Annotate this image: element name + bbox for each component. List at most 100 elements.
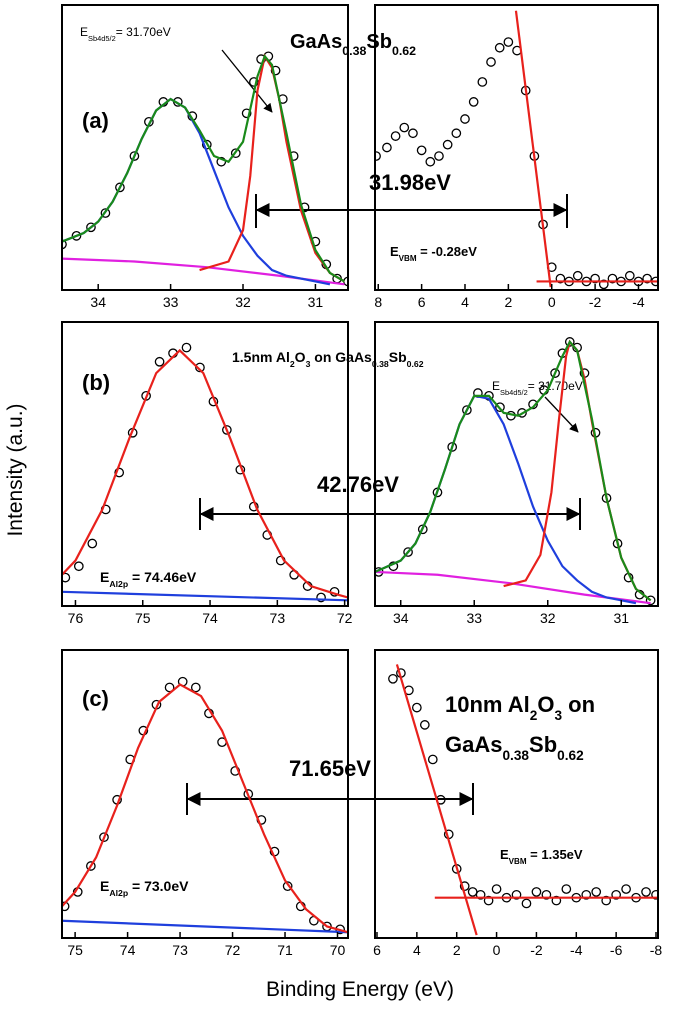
data-point: [494, 42, 505, 53]
data-point: [491, 884, 502, 894]
axes-frame: [61, 4, 349, 291]
text-run: O: [537, 692, 554, 717]
data-point: [611, 889, 621, 900]
data-point: [495, 402, 505, 413]
panel-title: 10nm Al2O3 on: [445, 692, 595, 723]
data-point: [621, 884, 631, 894]
data-point: [154, 356, 165, 367]
x-tick-label: 75: [67, 942, 83, 958]
data-point: [645, 595, 656, 606]
x-tick-label: 0: [493, 942, 501, 958]
text-run: = 74.46eV: [128, 569, 197, 585]
text-run: GaAs: [445, 732, 502, 757]
plot-area: [375, 337, 656, 606]
panel-label: (b): [82, 370, 110, 395]
data-point: [598, 279, 609, 290]
subscript: 3: [306, 359, 311, 369]
x-tick-label: -4: [570, 942, 583, 958]
text-run: O: [295, 349, 306, 365]
fit-line: [395, 664, 478, 936]
x-tick-label: 72: [225, 942, 241, 958]
subscript: 3: [554, 708, 562, 723]
data-point: [416, 145, 427, 156]
fit-line: [199, 53, 345, 283]
data-point: [375, 151, 381, 161]
data-point: [100, 208, 111, 218]
data-point: [517, 408, 527, 418]
data-point: [241, 108, 252, 119]
fit-line: [62, 257, 345, 286]
annotation: ESb4d5/2= 31.70eV: [80, 25, 171, 43]
data-point: [427, 754, 438, 765]
x-tick-label: 6: [373, 942, 381, 958]
data-point: [419, 720, 430, 730]
data-point: [195, 362, 205, 373]
annotation: ESb4d5/2= 31.70eV: [492, 379, 583, 397]
data-point: [434, 151, 444, 161]
x-tick-label: -8: [650, 942, 663, 958]
data-point: [62, 239, 67, 250]
fit-line: [375, 394, 637, 605]
panel-label: (c): [82, 686, 109, 711]
data-point: [581, 889, 592, 900]
subscript: 0.38: [342, 44, 366, 58]
fit-line: [62, 348, 348, 599]
text-run: 1.5nm Al: [232, 349, 290, 365]
fit-line: [62, 54, 345, 283]
text-run: Sb: [389, 349, 407, 365]
text-run: on GaAs: [310, 349, 372, 365]
subscript: 2: [530, 708, 538, 723]
x-tick-label: -6: [610, 942, 623, 958]
x-tick-label: -4: [632, 294, 645, 310]
separation-arrows: [186, 194, 581, 815]
data-point: [642, 273, 653, 284]
data-point: [550, 368, 560, 378]
data-point: [572, 270, 583, 281]
data-point: [651, 889, 658, 900]
data-point: [316, 592, 326, 603]
data-point: [399, 122, 410, 133]
subscript: Al2p: [109, 888, 128, 898]
subplot: 8 6 4 2 0 -2 -4: [374, 4, 659, 310]
x-tick-label: 34: [393, 610, 409, 626]
text-run: Sb: [529, 732, 557, 757]
text-run: E: [492, 379, 500, 393]
x-tick-label: 32: [540, 610, 556, 626]
x-tick-label: 8: [374, 294, 382, 310]
subscript: 0.38: [372, 359, 389, 369]
plot-area: [62, 51, 348, 287]
pointer-arrow: [544, 396, 579, 433]
text-run: Sb: [366, 31, 392, 53]
plot-area: [62, 676, 348, 935]
subplot: 75 74 73 72 71 70: [61, 649, 349, 958]
data-point: [475, 889, 486, 900]
data-point: [62, 572, 71, 583]
annotation: EVBM = -0.28eV: [390, 244, 477, 263]
text-run: on: [562, 692, 595, 717]
data-point: [503, 37, 514, 47]
data-point: [591, 887, 602, 897]
x-tick-label: 31: [613, 610, 629, 626]
x-tick-label: 74: [202, 610, 218, 626]
fit-line: [62, 919, 348, 934]
plot-area: [62, 342, 348, 603]
data-point: [447, 442, 458, 452]
data-point: [115, 182, 125, 193]
text-run: E: [80, 25, 88, 39]
axes-frame: [374, 649, 659, 939]
data-point: [216, 156, 227, 167]
axes-frame: [61, 649, 349, 939]
x-tick-label: 73: [172, 942, 188, 958]
x-tick-label: 32: [235, 294, 251, 310]
data-point: [555, 273, 566, 284]
text-run: = 31.70eV: [528, 379, 583, 393]
subscript: Sb4d5/2: [500, 388, 528, 397]
x-axis-label: Binding Energy (eV): [266, 978, 454, 1001]
x-tick-label: 2: [504, 294, 512, 310]
data-point: [99, 832, 109, 843]
x-tick-label: 4: [461, 294, 469, 310]
text-run: 10nm Al: [445, 692, 530, 717]
plot-area: [388, 664, 658, 936]
